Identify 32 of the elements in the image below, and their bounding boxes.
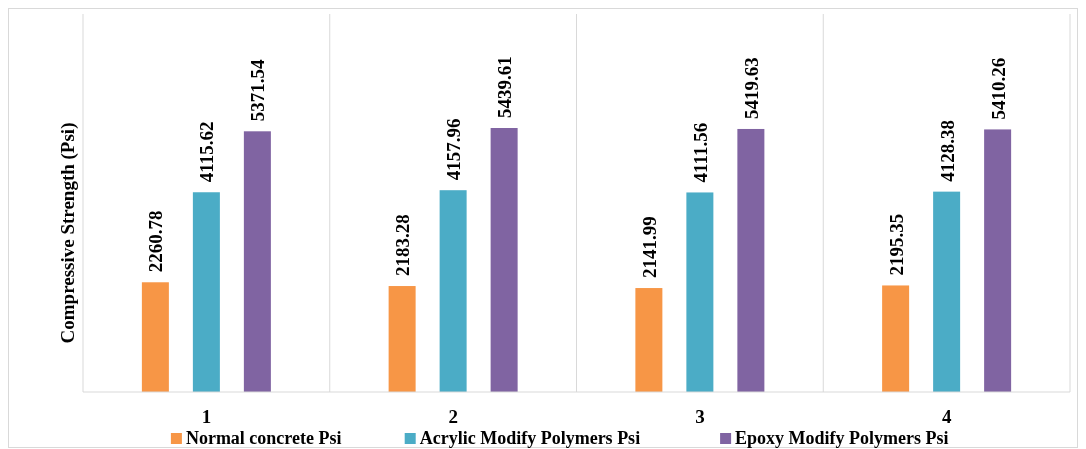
bar	[686, 192, 714, 392]
bar	[490, 128, 518, 392]
bar	[439, 190, 467, 392]
bar	[933, 191, 961, 392]
bar	[984, 129, 1012, 392]
x-tick-label: 3	[695, 406, 705, 427]
bar	[737, 128, 765, 392]
data-label: 2183.28	[392, 214, 414, 277]
data-label: 2260.78	[145, 210, 167, 273]
x-tick-label: 1	[201, 406, 212, 427]
data-label: 2195.35	[885, 213, 907, 276]
legend-label: Epoxy Modify Polymers Psi	[735, 428, 949, 448]
data-label: 5439.61	[494, 56, 516, 118]
legend-label: Normal concrete Psi	[185, 428, 342, 448]
data-label: 4111.56	[689, 122, 711, 183]
x-tick-label: 4	[941, 406, 952, 427]
data-label: 5410.26	[987, 57, 1009, 120]
legend-label: Acrylic Modify Polymers Psi	[419, 428, 641, 448]
bar	[635, 288, 663, 392]
bar	[882, 285, 910, 392]
bar	[141, 282, 169, 392]
data-label: 2141.99	[638, 216, 660, 279]
x-tick-label: 2	[448, 406, 458, 427]
bar	[388, 286, 416, 392]
data-label: 5371.54	[247, 59, 269, 122]
data-label: 5419.63	[740, 57, 762, 119]
data-label: 4115.62	[196, 121, 218, 183]
bar	[243, 131, 271, 392]
bar	[192, 192, 220, 392]
data-label: 4128.38	[936, 119, 958, 182]
y-axis-title: Compressive Strength (Psi)	[57, 122, 79, 344]
data-label: 4157.96	[443, 118, 465, 181]
